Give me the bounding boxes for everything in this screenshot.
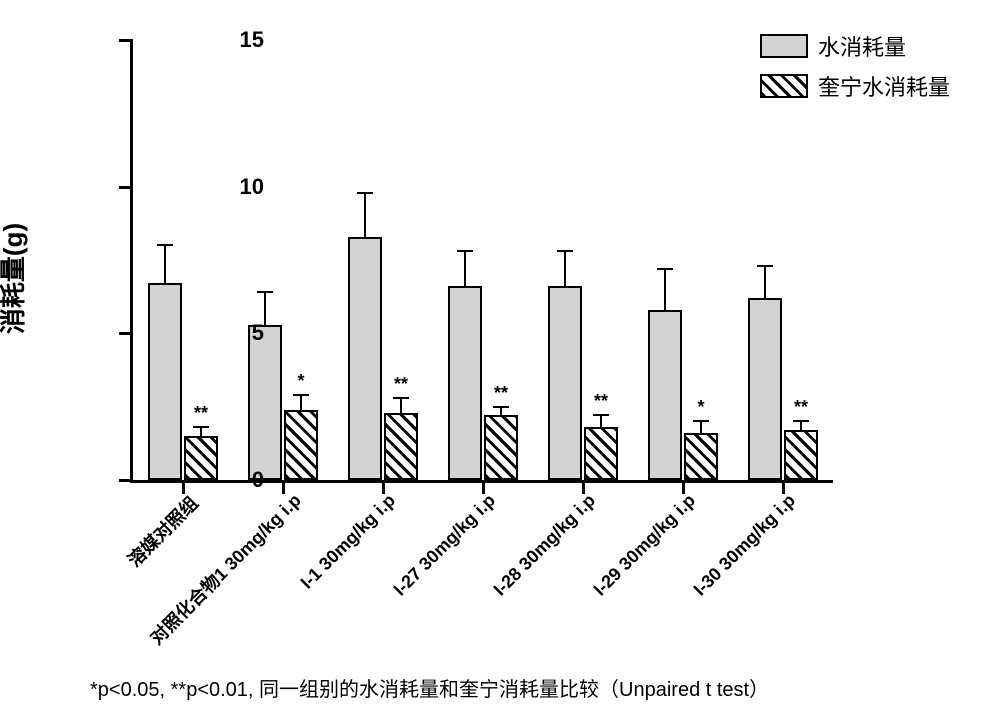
quinine-bar — [684, 433, 718, 480]
errorbar-cap — [193, 426, 209, 428]
y-tick-label: 10 — [204, 174, 264, 200]
errorbar — [464, 251, 466, 286]
errorbar — [400, 398, 402, 413]
water-bar — [248, 325, 282, 480]
y-tick-label: 15 — [204, 27, 264, 53]
chart-container: 水消耗量 奎宁水消耗量 消耗量(g) ************ *p<0.05,… — [20, 20, 980, 702]
errorbar-cap — [393, 397, 409, 399]
legend-label-quinine: 奎宁水消耗量 — [818, 70, 950, 102]
y-tick — [119, 332, 133, 335]
errorbar — [800, 421, 802, 430]
errorbar — [300, 395, 302, 410]
errorbar — [664, 269, 666, 310]
errorbar-cap — [657, 268, 673, 270]
significance-label: ** — [394, 374, 408, 395]
quinine-bar — [484, 415, 518, 480]
significance-label: ** — [794, 397, 808, 418]
errorbar — [264, 292, 266, 324]
errorbar-cap — [693, 420, 709, 422]
significance-label: ** — [494, 383, 508, 404]
errorbar-cap — [757, 265, 773, 267]
quinine-bar — [784, 430, 818, 480]
water-bar — [448, 286, 482, 480]
water-bar — [548, 286, 582, 480]
y-tick-label: 5 — [204, 320, 264, 346]
errorbar-cap — [157, 244, 173, 246]
errorbar-cap — [557, 250, 573, 252]
errorbar — [500, 407, 502, 416]
errorbar-cap — [257, 291, 273, 293]
errorbar — [700, 421, 702, 433]
y-tick — [119, 186, 133, 189]
errorbar-cap — [593, 414, 609, 416]
plot-area: ************ — [130, 40, 833, 483]
quinine-bar — [384, 413, 418, 480]
errorbar-cap — [357, 192, 373, 194]
y-tick-label: 0 — [204, 467, 264, 493]
significance-label: ** — [594, 391, 608, 412]
quinine-bar — [284, 410, 318, 480]
errorbar-cap — [493, 406, 509, 408]
y-tick — [119, 479, 133, 482]
significance-label: ** — [194, 403, 208, 424]
errorbar — [564, 251, 566, 286]
water-bar — [348, 237, 382, 480]
y-tick — [119, 39, 133, 42]
errorbar — [764, 266, 766, 298]
errorbar — [164, 245, 166, 283]
water-bar — [748, 298, 782, 480]
quinine-bar — [584, 427, 618, 480]
footnote-text: *p<0.05, **p<0.01, 同一组别的水消耗量和奎宁消耗量比较（Unp… — [90, 673, 769, 702]
errorbar-cap — [293, 394, 309, 396]
water-bar — [648, 310, 682, 480]
errorbar — [364, 193, 366, 237]
significance-label: * — [697, 397, 704, 418]
errorbar-cap — [457, 250, 473, 252]
water-bar — [148, 283, 182, 480]
y-axis-title: 消耗量(g) — [0, 223, 30, 334]
errorbar — [200, 427, 202, 436]
significance-label: * — [297, 371, 304, 392]
errorbar-cap — [793, 420, 809, 422]
errorbar — [600, 415, 602, 427]
